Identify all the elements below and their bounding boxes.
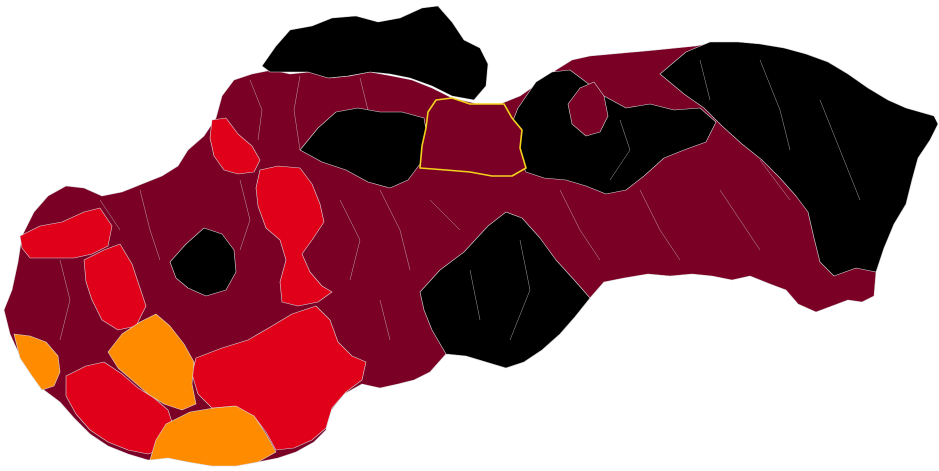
region-south-orange (149, 405, 277, 467)
region-central-red-corridor (255, 165, 333, 307)
region-west-central-black (169, 227, 237, 297)
region-north-west-red (209, 117, 261, 175)
region-east-central-black (509, 69, 717, 195)
region-southwest-orange (13, 333, 61, 391)
district-boundaries (59, 59, 861, 341)
region-north-east-pocket (567, 81, 609, 137)
region-west-central-red (83, 243, 147, 331)
region-north-black (261, 5, 489, 101)
region-west-red-band (19, 207, 113, 259)
region-central-orange (107, 313, 197, 411)
region-east-black (659, 41, 939, 277)
region-south-central-black (419, 211, 591, 369)
highlight-outline (419, 97, 527, 177)
